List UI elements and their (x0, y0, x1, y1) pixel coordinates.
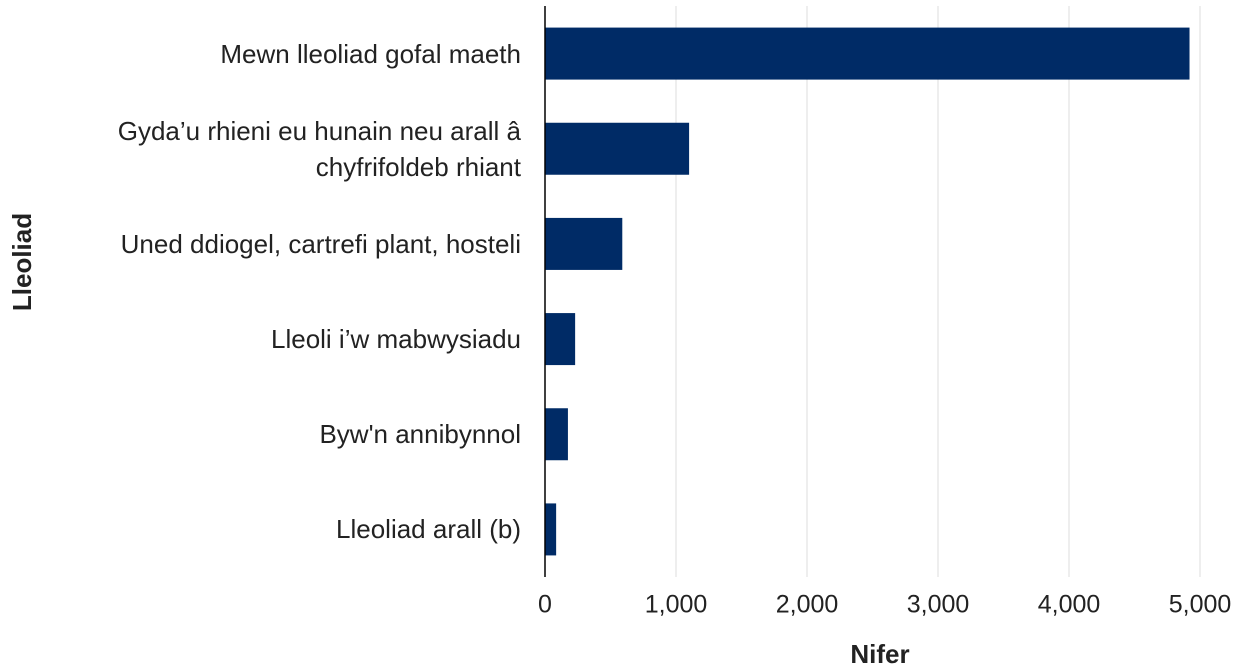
y-tick-label: Byw'n annibynnol (319, 419, 521, 450)
bar (545, 313, 576, 366)
y-tick-label: Uned ddiogel, cartrefi plant, hosteli (120, 228, 521, 259)
x-tick-label: 1,000 (645, 591, 708, 619)
bar (545, 27, 1190, 80)
x-tick-label: 5,000 (1169, 591, 1232, 619)
x-tick-label: 0 (538, 591, 552, 619)
x-tick-label: 2,000 (776, 591, 839, 619)
y-tick-label: Lleoli i’w mabwysiadu (271, 324, 521, 355)
bar (545, 122, 690, 175)
x-axis-label: Nifer (850, 639, 909, 669)
y-tick-label: Mewn lleoliad gofal maeth (220, 38, 521, 69)
bar (545, 408, 568, 461)
x-tick-label: 4,000 (1038, 591, 1101, 619)
bar (545, 503, 557, 556)
y-tick-label: Gyda’u rhieni eu hunain neu arall â chyf… (117, 115, 521, 182)
y-tick-label: Lleoliad arall (b) (336, 514, 521, 545)
bar (545, 217, 623, 270)
y-axis-label: Lleoliad (7, 213, 37, 311)
x-tick-label: 3,000 (907, 591, 970, 619)
